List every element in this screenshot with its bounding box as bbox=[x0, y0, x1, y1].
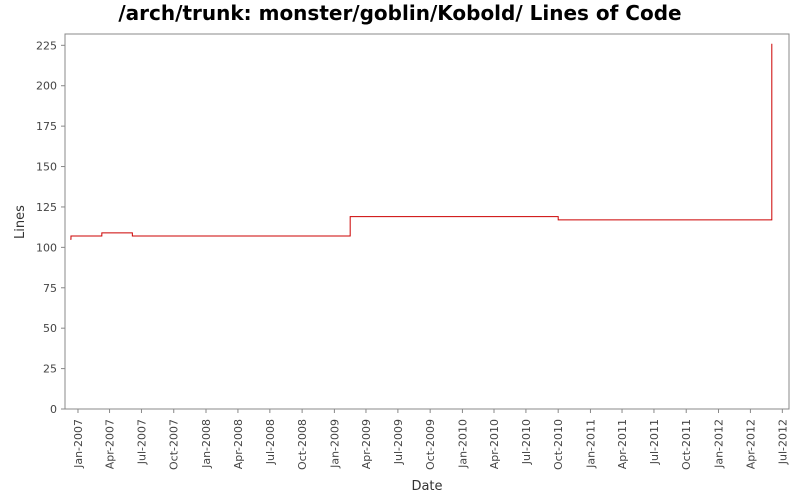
x-tick-label: Jan-2008 bbox=[200, 419, 213, 469]
x-tick-label: Apr-2009 bbox=[360, 419, 373, 469]
x-tick-label: Jan-2007 bbox=[72, 419, 85, 469]
y-axis: 0 25 50 75 100 125 150 175 200 225 bbox=[36, 39, 65, 416]
x-tick-label: Jan-2011 bbox=[584, 419, 597, 469]
x-tick-label: Oct-2011 bbox=[680, 419, 693, 470]
y-tick-label: 50 bbox=[43, 322, 57, 335]
y-tick-label: 75 bbox=[43, 282, 57, 295]
x-tick-label: Apr-2012 bbox=[744, 419, 757, 469]
x-tick-label: Apr-2010 bbox=[488, 419, 501, 469]
x-tick-label: Jan-2012 bbox=[712, 419, 725, 469]
y-tick-label: 225 bbox=[36, 39, 57, 52]
x-tick-label: Jan-2010 bbox=[456, 419, 469, 469]
x-tick-label: Apr-2007 bbox=[104, 419, 117, 469]
chart-title: /arch/trunk: monster/goblin/Kobold/ Line… bbox=[118, 1, 681, 25]
y-tick-label: 125 bbox=[36, 201, 57, 214]
plot-area bbox=[64, 33, 790, 410]
y-tick-label: 150 bbox=[36, 161, 57, 174]
x-tick-label: Oct-2010 bbox=[552, 419, 565, 470]
x-axis-label: Date bbox=[411, 479, 442, 494]
x-tick-label: Jul-2007 bbox=[135, 419, 148, 465]
y-tick-label: 100 bbox=[36, 241, 57, 254]
x-tick-label: Oct-2007 bbox=[168, 419, 181, 470]
y-tick-label: 0 bbox=[50, 403, 57, 416]
x-tick-label: Oct-2009 bbox=[424, 419, 437, 470]
x-tick-label: Oct-2008 bbox=[296, 419, 309, 470]
y-axis-label: Lines bbox=[13, 205, 28, 239]
x-axis: Jan-2007 Apr-2007 Jul-2007 Oct-2007 Jan-2008… bbox=[72, 409, 789, 470]
y-tick-label: 200 bbox=[36, 80, 57, 93]
x-tick-label: Jan-2009 bbox=[328, 419, 341, 469]
x-tick-label: Apr-2008 bbox=[232, 419, 245, 469]
x-tick-label: Jul-2012 bbox=[776, 419, 789, 465]
y-tick-label: 175 bbox=[36, 120, 57, 133]
x-tick-label: Jul-2008 bbox=[264, 419, 277, 465]
series-line bbox=[70, 43, 773, 240]
x-tick-label: Jul-2010 bbox=[520, 419, 533, 465]
x-tick-label: Apr-2011 bbox=[616, 419, 629, 469]
x-tick-label: Jul-2009 bbox=[392, 419, 405, 465]
y-tick-label: 25 bbox=[43, 363, 57, 376]
x-tick-label: Jul-2011 bbox=[648, 419, 661, 465]
